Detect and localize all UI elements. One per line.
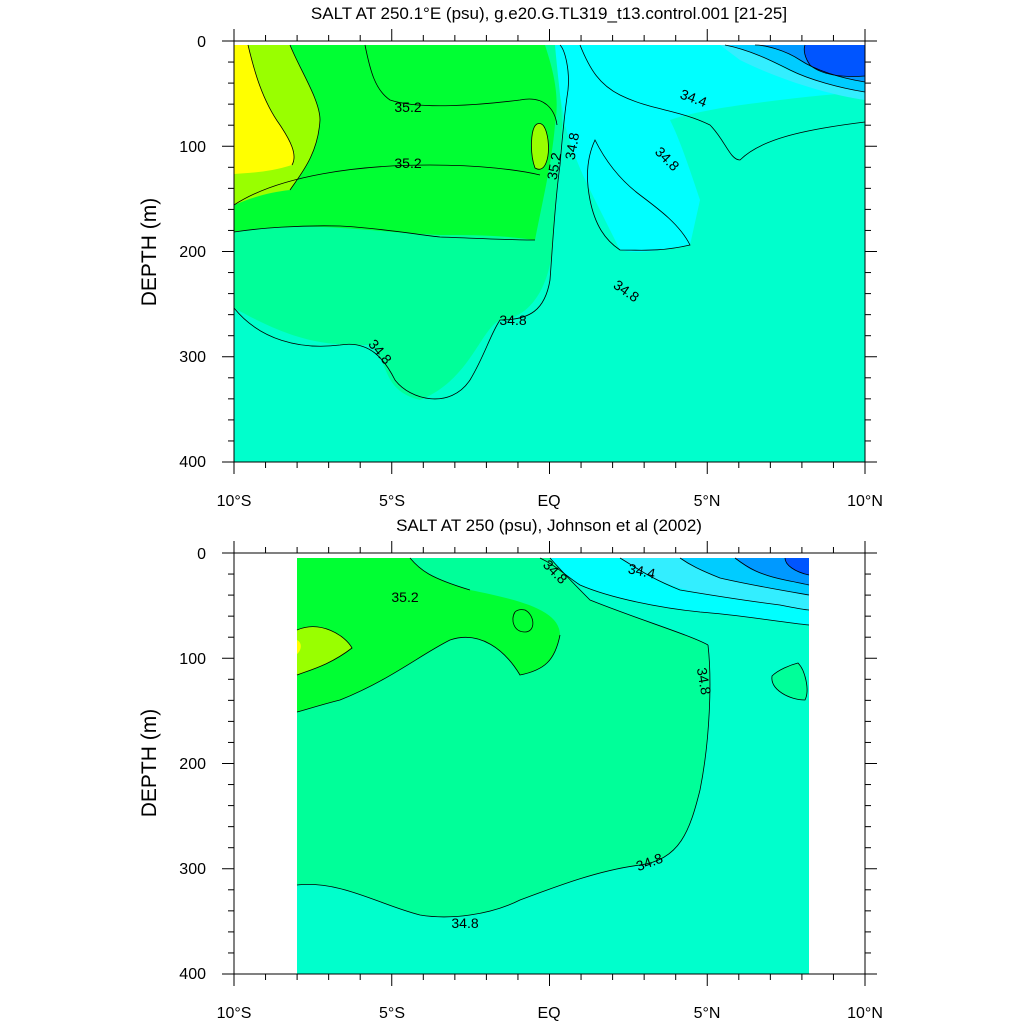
top-contour-label-34-8-d: 34.8 [499, 312, 526, 328]
top-axis-ticks [222, 29, 877, 474]
bottom-axis-ticks [222, 541, 877, 986]
bottom-x-tick-label: 5°S [379, 1005, 405, 1022]
top-contour-label-35-2-a: 35.2 [394, 99, 421, 115]
top-contour-label-34-8-a: 34.8 [562, 131, 583, 161]
top-y-tick-labels: 0 100 200 300 400 [179, 34, 206, 471]
bottom-chart-title: SALT AT 250 (psu), Johnson et al (2002) [396, 516, 702, 535]
bottom-contour-line [679, 557, 810, 596]
bottom-contour-line [512, 609, 534, 633]
bottom-fill-blob-mid [512, 609, 533, 632]
top-contour-line [289, 44, 321, 191]
top-x-tick-label: 10°S [217, 493, 252, 510]
top-y-tick-label: 300 [179, 349, 206, 366]
top-contour-label-35-2-b: 35.2 [394, 155, 421, 171]
top-contour-line [754, 44, 866, 83]
top-y-axis-label: DEPTH (m) [138, 198, 161, 307]
top-contour-line [233, 225, 536, 241]
bottom-y-tick-labels: 0 100 200 300 400 [179, 546, 206, 983]
top-x-tick-label: 10°N [847, 493, 883, 510]
bottom-fill-35-4 [297, 626, 352, 675]
bottom-y-axis-label: DEPTH (m) [138, 709, 161, 818]
bottom-y-tick-label: 0 [197, 546, 206, 563]
bottom-contour-label-35-2: 35.2 [391, 589, 418, 605]
top-contour-line [364, 44, 558, 126]
bottom-contour-line [296, 626, 353, 676]
top-contour-fills [234, 45, 865, 462]
top-contour-lines [233, 44, 866, 400]
top-contour-line [803, 44, 866, 77]
top-contour-line [233, 164, 541, 206]
top-contour-line [579, 44, 866, 161]
bottom-contour-line [734, 557, 810, 586]
top-x-tick-label: 5°N [694, 493, 721, 510]
bottom-fill-33-8 [785, 558, 809, 575]
bottom-x-tick-label: 10°N [847, 1005, 883, 1022]
bottom-fill-blob-left [297, 640, 301, 654]
top-contour-line [587, 139, 691, 251]
top-contour-line [531, 123, 549, 170]
bottom-contour-line [296, 634, 561, 713]
bottom-contour-label-34-8-b: 34.8 [694, 666, 715, 696]
bottom-contour-line [296, 644, 711, 918]
bottom-x-tick-label: EQ [537, 1005, 560, 1022]
top-x-tick-label: 5°S [379, 493, 405, 510]
top-panel: SALT AT 250.1°E (psu), g.e20.G.TL319_t13… [138, 4, 883, 510]
top-fill-34-6 [590, 45, 865, 100]
bottom-fill-blob-right [771, 663, 808, 700]
bottom-contour-label-34-4: 34.4 [627, 560, 657, 581]
bottom-x-tick-labels: 10°S 5°S EQ 5°N 10°N [217, 1005, 883, 1022]
bottom-y-tick-label: 100 [179, 651, 206, 668]
top-y-tick-label: 0 [197, 34, 206, 51]
bottom-contour-fills [297, 558, 809, 974]
bottom-contour-labels: 35.2 34.8 34.4 34.8 34.8 34.8 [391, 556, 714, 931]
bottom-panel: SALT AT 250 (psu), Johnson et al (2002) … [138, 516, 883, 1022]
top-y-tick-label: 400 [179, 454, 206, 471]
bottom-y-tick-label: 400 [179, 966, 206, 983]
top-contour-line [233, 44, 569, 400]
top-y-tick-label: 100 [179, 139, 206, 156]
top-contour-label-35-2-c: 35.2 [544, 151, 565, 181]
top-fill-34-0 [804, 45, 865, 77]
top-y-tick-label: 200 [179, 244, 206, 261]
bottom-contour-line [409, 557, 471, 591]
bottom-contour-line [771, 662, 808, 701]
bottom-x-tick-label: 10°S [217, 1005, 252, 1022]
bottom-contour-line [784, 557, 810, 576]
bottom-fill-35-2 [297, 558, 560, 712]
top-fill-35-6 [234, 45, 295, 174]
top-chart-title: SALT AT 250.1°E (psu), g.e20.G.TL319_t13… [311, 4, 787, 23]
bottom-contour-lines [296, 557, 810, 918]
top-fill-35-2 [234, 45, 557, 240]
bottom-x-tick-label: 5°N [694, 1005, 721, 1022]
top-x-tick-labels: 10°S 5°S EQ 5°N 10°N [217, 493, 883, 510]
top-x-tick-label: EQ [537, 493, 560, 510]
bottom-y-tick-label: 300 [179, 861, 206, 878]
bottom-contour-line [619, 557, 810, 611]
bottom-y-tick-label: 200 [179, 756, 206, 773]
top-contour-line [724, 44, 866, 93]
bottom-contour-label-34-8-d: 34.8 [451, 915, 478, 931]
bottom-contour-line [539, 557, 810, 626]
bottom-contour-line [549, 557, 709, 646]
top-fill-eq-blob [531, 123, 549, 170]
top-contour-line [247, 44, 295, 166]
